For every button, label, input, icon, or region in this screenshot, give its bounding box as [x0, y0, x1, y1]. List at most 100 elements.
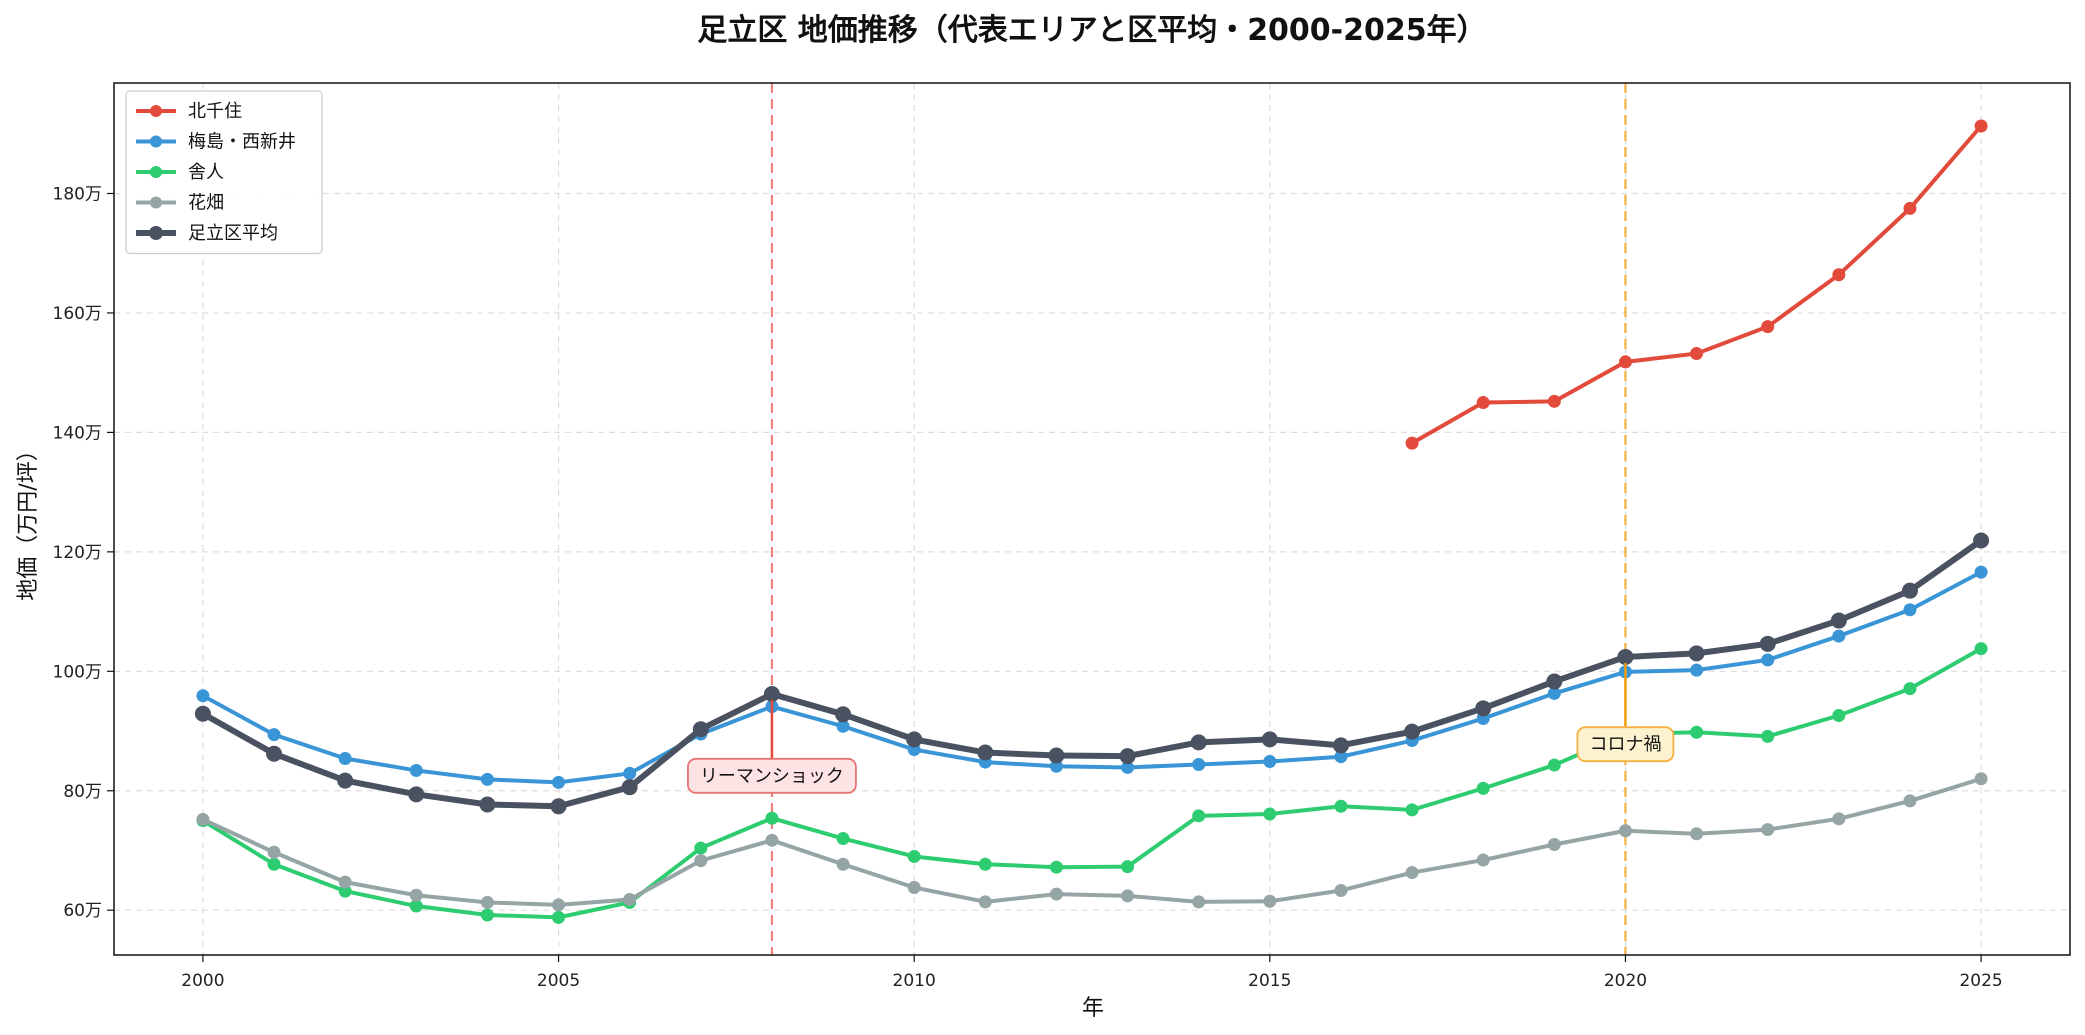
data-point: [267, 728, 281, 742]
x-tick-label: 2020: [1604, 971, 1647, 991]
series-line: [1410, 124, 1984, 446]
data-point: [1759, 635, 1776, 652]
data-point: [694, 854, 708, 868]
data-point: [1405, 436, 1419, 450]
data-point: [1903, 682, 1917, 696]
data-point: [1121, 889, 1135, 903]
data-point: [1404, 723, 1421, 740]
data-point: [1830, 612, 1847, 629]
series-line: [200, 646, 1984, 920]
data-point: [1618, 824, 1632, 838]
chart-title: 足立区 地価推移（代表エリアと区平均・2000-2025年）: [697, 13, 1486, 48]
data-point: [1832, 708, 1846, 722]
data-point: [836, 832, 850, 846]
data-point: [1121, 760, 1135, 774]
data-point: [409, 899, 423, 913]
data-point: [552, 898, 566, 912]
data-point: [480, 908, 494, 922]
series-4: [194, 532, 1990, 815]
x-tick-label: 2000: [181, 971, 224, 991]
data-point: [1974, 119, 1988, 133]
data-point: [621, 779, 638, 796]
data-point: [552, 910, 566, 924]
data-point: [1192, 809, 1206, 823]
annotation-lines: [770, 83, 1627, 955]
data-point: [1547, 838, 1561, 852]
data-point: [1832, 629, 1846, 643]
legend-box: [125, 90, 323, 255]
data-point: [1547, 686, 1561, 700]
data-point: [1334, 883, 1348, 897]
series-0: [1405, 119, 1988, 450]
data-point: [1690, 663, 1704, 677]
data-point: [978, 895, 992, 909]
data-point: [1048, 747, 1065, 764]
data-point: [1903, 794, 1917, 808]
y-axis-ticks: 60万 80万 100万 120万 140万 160万 180万: [53, 184, 114, 921]
annotation-text: リーマンショック: [700, 766, 844, 787]
data-point: [835, 706, 852, 723]
data-point: [552, 775, 566, 789]
y-tick-label: 140万: [53, 423, 102, 443]
legend-label: 足立区平均: [188, 223, 278, 244]
x-tick-label: 2010: [893, 971, 936, 991]
data-point: [194, 705, 211, 722]
data-point: [1690, 725, 1704, 739]
data-point: [1263, 807, 1277, 821]
data-point: [1974, 642, 1988, 656]
series-line: [199, 537, 1985, 810]
y-tick-label: 160万: [53, 304, 102, 324]
data-point: [1901, 582, 1918, 599]
data-point: [978, 857, 992, 871]
data-point: [1049, 759, 1063, 773]
data-point: [1261, 731, 1278, 748]
data-point: [480, 772, 494, 786]
annotation-box: [1576, 726, 1675, 763]
data-point: [1119, 748, 1136, 765]
data-point: [1690, 827, 1704, 841]
data-point: [1049, 860, 1063, 874]
data-point: [1475, 700, 1492, 717]
legend-marker: [149, 226, 163, 240]
data-point: [1617, 648, 1634, 665]
data-point: [1903, 201, 1917, 215]
data-point: [1974, 565, 1988, 579]
data-point: [1761, 823, 1775, 837]
data-point: [1263, 894, 1277, 908]
data-point: [765, 811, 779, 825]
data-point: [550, 798, 567, 815]
data-point: [1192, 895, 1206, 909]
legend-label: 舎人: [188, 162, 224, 183]
data-point: [409, 763, 423, 777]
data-point: [1688, 645, 1705, 662]
data-point: [1761, 320, 1775, 334]
data-point: [836, 719, 850, 733]
data-point: [479, 796, 496, 813]
data-point: [1476, 396, 1490, 410]
legend-item: 花畑: [136, 193, 224, 214]
data-point: [623, 766, 637, 780]
annotation-labels: リーマンショック コロナ禍: [687, 662, 1675, 794]
data-point: [1832, 268, 1846, 282]
x-tick-label: 2015: [1248, 971, 1291, 991]
data-point: [763, 685, 780, 702]
series-line: [200, 776, 1984, 907]
y-tick-label: 100万: [53, 662, 102, 682]
data-point: [1263, 754, 1277, 768]
legend-item: 舎人: [136, 162, 224, 183]
legend-item: 梅島・西新井: [136, 132, 296, 153]
series-line: [200, 570, 1984, 785]
data-point: [1546, 673, 1563, 690]
legend-label: 北千住: [188, 101, 242, 122]
data-point: [1761, 729, 1775, 743]
y-axis-label: 地価（万円/坪）: [16, 439, 41, 600]
data-point: [266, 745, 283, 762]
grid: [114, 83, 2070, 955]
data-point: [907, 881, 921, 895]
legend-marker: [150, 166, 162, 178]
data-point: [1903, 603, 1917, 617]
data-point: [338, 884, 352, 898]
data-point: [907, 849, 921, 863]
